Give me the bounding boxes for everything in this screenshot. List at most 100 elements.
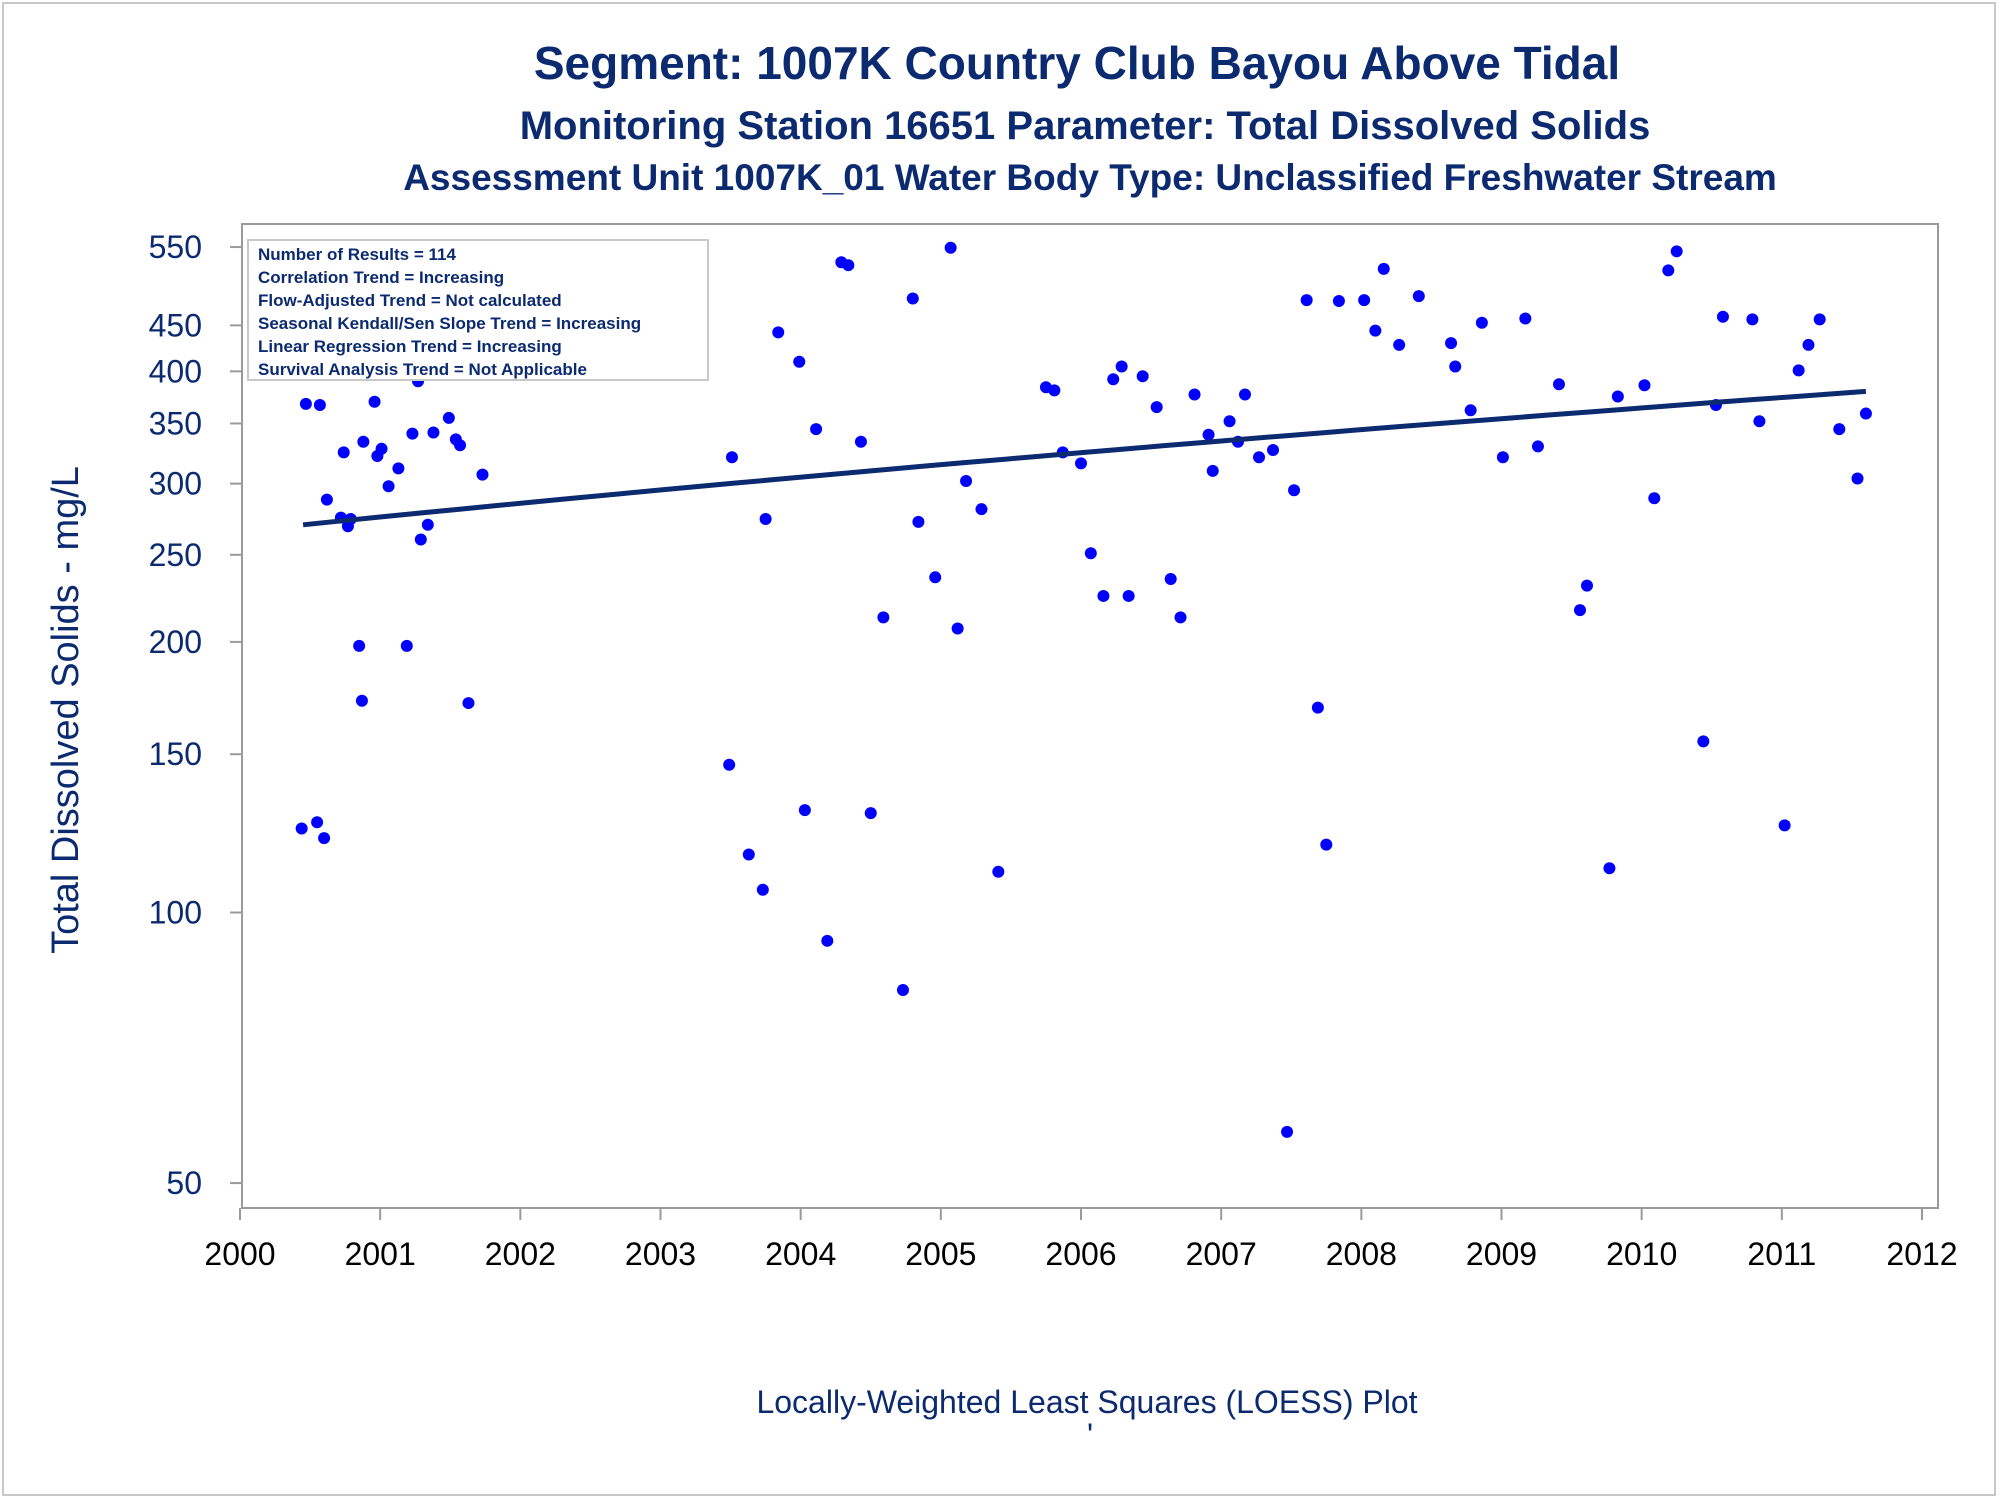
y-tick-label: 300 <box>149 466 202 502</box>
data-point <box>759 513 772 526</box>
plot-area <box>241 223 1939 1209</box>
x-axis: 2000 2001 2002 2003 2004 2005 2006 2007 2008 2009… <box>204 1208 1958 1272</box>
data-point <box>1311 701 1324 714</box>
x-tick-label: 2003 <box>625 1236 696 1272</box>
data-point <box>318 832 331 845</box>
data-point <box>842 259 855 272</box>
data-point <box>772 326 785 339</box>
stats-flow-adjusted-trend: Flow-Adjusted Trend = Not calculated <box>258 291 562 310</box>
footnote-mark: ' <box>1087 1417 1093 1453</box>
data-point <box>1648 492 1661 505</box>
data-point <box>1358 294 1371 307</box>
data-point <box>1611 390 1624 403</box>
trend-line <box>302 388 1867 528</box>
data-point <box>355 694 368 707</box>
data-point <box>725 451 738 464</box>
data-point <box>462 697 475 710</box>
data-point <box>1581 579 1594 592</box>
y-tick-label: 350 <box>149 405 202 441</box>
data-point <box>742 848 755 861</box>
data-point <box>414 533 427 546</box>
data-point <box>756 883 769 896</box>
data-point <box>1107 373 1120 386</box>
data-point <box>421 518 434 531</box>
data-point <box>400 639 413 652</box>
x-tick-label: 2004 <box>765 1236 836 1272</box>
stats-correlation-trend: Correlation Trend = Increasing <box>258 268 504 287</box>
data-point <box>442 411 455 424</box>
data-point <box>1288 484 1301 497</box>
stats-box-frame <box>247 239 709 381</box>
stats-box: Number of Results = 114 Correlation Tren… <box>247 239 709 381</box>
data-point <box>1778 819 1791 832</box>
data-point <box>299 397 312 410</box>
data-point <box>1048 384 1061 397</box>
data-point <box>821 934 834 947</box>
y-tick-label: 50 <box>166 1165 202 1201</box>
data-point <box>1300 294 1313 307</box>
data-point <box>1115 360 1128 373</box>
x-tick-label: 2006 <box>1045 1236 1116 1272</box>
data-point <box>944 241 957 254</box>
stats-seasonal-kendall-trend: Seasonal Kendall/Sen Slope Trend = Incre… <box>258 314 641 333</box>
x-tick-label: 2007 <box>1186 1236 1257 1272</box>
data-point <box>1238 388 1251 401</box>
data-point <box>906 292 919 305</box>
data-point <box>1662 264 1675 277</box>
data-point <box>877 611 890 624</box>
data-point <box>1638 379 1651 392</box>
x-tick-label: 2005 <box>905 1236 976 1272</box>
data-point <box>1449 360 1462 373</box>
stats-results-count: Number of Results = 114 <box>258 245 456 264</box>
data-point <box>793 355 806 368</box>
x-tick-label: 2002 <box>485 1236 556 1272</box>
data-point <box>427 426 440 439</box>
data-point <box>1174 611 1187 624</box>
data-point <box>798 804 811 817</box>
data-point <box>311 816 324 829</box>
y-axis-label: Total Dissolved Solids - mg/L <box>45 466 87 954</box>
x-tick-label: 2001 <box>345 1236 416 1272</box>
data-point <box>454 439 467 452</box>
y-tick-label: 450 <box>149 307 202 343</box>
data-point <box>1813 313 1826 326</box>
data-point <box>1802 338 1815 351</box>
data-point <box>912 515 925 528</box>
data-point <box>1552 378 1565 391</box>
chart-subtitle-2: Assessment Unit 1007K_01 Water Body Type… <box>403 157 1777 198</box>
data-point <box>992 865 1005 878</box>
data-point <box>392 462 405 475</box>
data-point <box>1150 401 1163 414</box>
data-point <box>1320 838 1333 851</box>
y-tick-label: 100 <box>149 894 202 930</box>
data-point <box>960 475 973 488</box>
data-point <box>1202 428 1215 441</box>
data-point <box>368 395 381 408</box>
data-point <box>1496 451 1509 464</box>
x-tick-label: 2000 <box>204 1236 275 1272</box>
data-point <box>723 758 736 771</box>
y-axis: 50 100 150 200 250 300 350 400 450 550 <box>149 229 242 1201</box>
x-tick-label: 2011 <box>1747 1236 1816 1272</box>
data-points <box>295 241 1872 1138</box>
data-point <box>1393 338 1406 351</box>
data-point <box>1475 316 1488 329</box>
y-tick-label: 150 <box>149 736 202 772</box>
data-point <box>1206 464 1219 477</box>
data-point <box>1136 370 1149 383</box>
footnote: Locally-Weighted Least Squares (LOESS) P… <box>756 1384 1417 1420</box>
y-tick-label: 550 <box>149 229 202 265</box>
y-tick-label: 200 <box>149 624 202 660</box>
data-point <box>1097 589 1110 602</box>
data-point <box>1377 262 1390 275</box>
data-point <box>1332 294 1345 307</box>
data-point <box>1670 245 1683 258</box>
data-point <box>810 423 823 436</box>
data-point <box>476 468 489 481</box>
data-point <box>406 427 419 440</box>
data-point <box>1075 457 1087 470</box>
data-point <box>929 571 942 584</box>
data-point <box>1369 324 1382 337</box>
data-point <box>1716 310 1729 323</box>
